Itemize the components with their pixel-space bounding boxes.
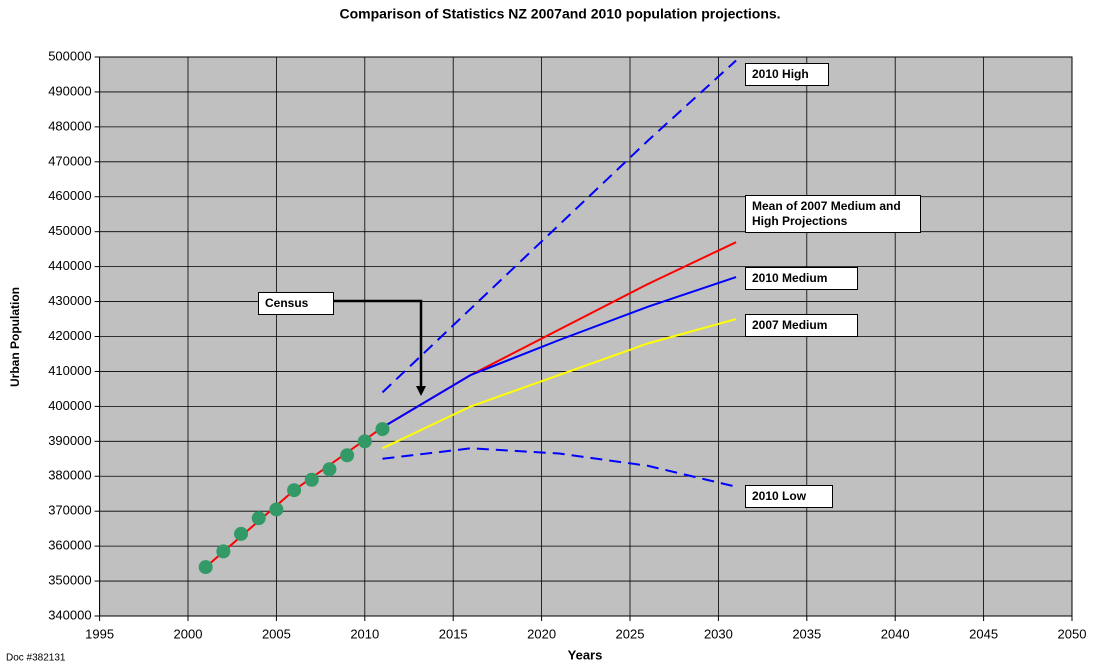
census-point [375,422,390,437]
plot-border [99,56,1073,617]
y-tick-label: 490000 [48,83,91,98]
series-label: 2010 Low [745,485,833,508]
x-tick-label: 2020 [527,626,556,641]
series-label: 2010 Medium [745,267,858,290]
y-tick-label: 460000 [48,188,91,203]
x-tick-label: 2030 [704,626,733,641]
y-tick-label: 500000 [48,48,91,63]
x-tick-label: 2040 [881,626,910,641]
census-point [357,434,372,449]
series-label: 2010 High [745,63,829,86]
x-tick-label: 2005 [262,626,291,641]
x-tick-label: 2025 [616,626,645,641]
y-axis-label: Urban Population [8,287,22,387]
y-tick-label: 360000 [48,538,91,553]
x-tick-label: 2045 [969,626,998,641]
census-point [251,511,266,526]
census-point [269,502,284,517]
x-tick-label: 2050 [1058,626,1087,641]
series-label: 2007 Medium [745,314,858,337]
y-tick-label: 340000 [48,607,91,622]
census-point [198,560,213,575]
series-line [381,276,737,429]
y-tick-label: 350000 [48,573,91,588]
x-axis-label: Years [568,647,603,662]
census-point [234,526,249,541]
series-label: Census [258,292,334,315]
x-tick-label: 2000 [174,626,203,641]
y-tick-label: 380000 [48,468,91,483]
census-point [340,448,355,463]
x-tick-label: 1995 [85,626,114,641]
x-tick-label: 2015 [439,626,468,641]
census-arrow [333,299,423,388]
series-line [381,59,737,394]
chart-title: Comparison of Statistics NZ 2007and 2010… [339,6,780,22]
census-point [287,483,302,498]
series-line [382,318,737,450]
y-tick-label: 480000 [48,118,91,133]
footnote: Doc #382131 [6,653,66,664]
y-tick-label: 410000 [48,363,91,378]
y-tick-label: 430000 [48,293,91,308]
y-tick-label: 470000 [48,153,91,168]
y-tick-label: 420000 [48,328,91,343]
series-line [382,447,737,488]
y-tick-label: 440000 [48,258,91,273]
x-tick-label: 2010 [350,626,379,641]
y-tick-label: 370000 [48,503,91,518]
y-tick-label: 390000 [48,433,91,448]
census-point [216,544,231,559]
census-arrowhead [416,386,426,396]
y-tick-label: 400000 [48,398,91,413]
census-point [304,472,319,487]
census-point [322,462,337,477]
x-tick-label: 2035 [792,626,821,641]
series-label: Mean of 2007 Medium and High Projections [745,195,921,233]
y-tick-label: 450000 [48,223,91,238]
